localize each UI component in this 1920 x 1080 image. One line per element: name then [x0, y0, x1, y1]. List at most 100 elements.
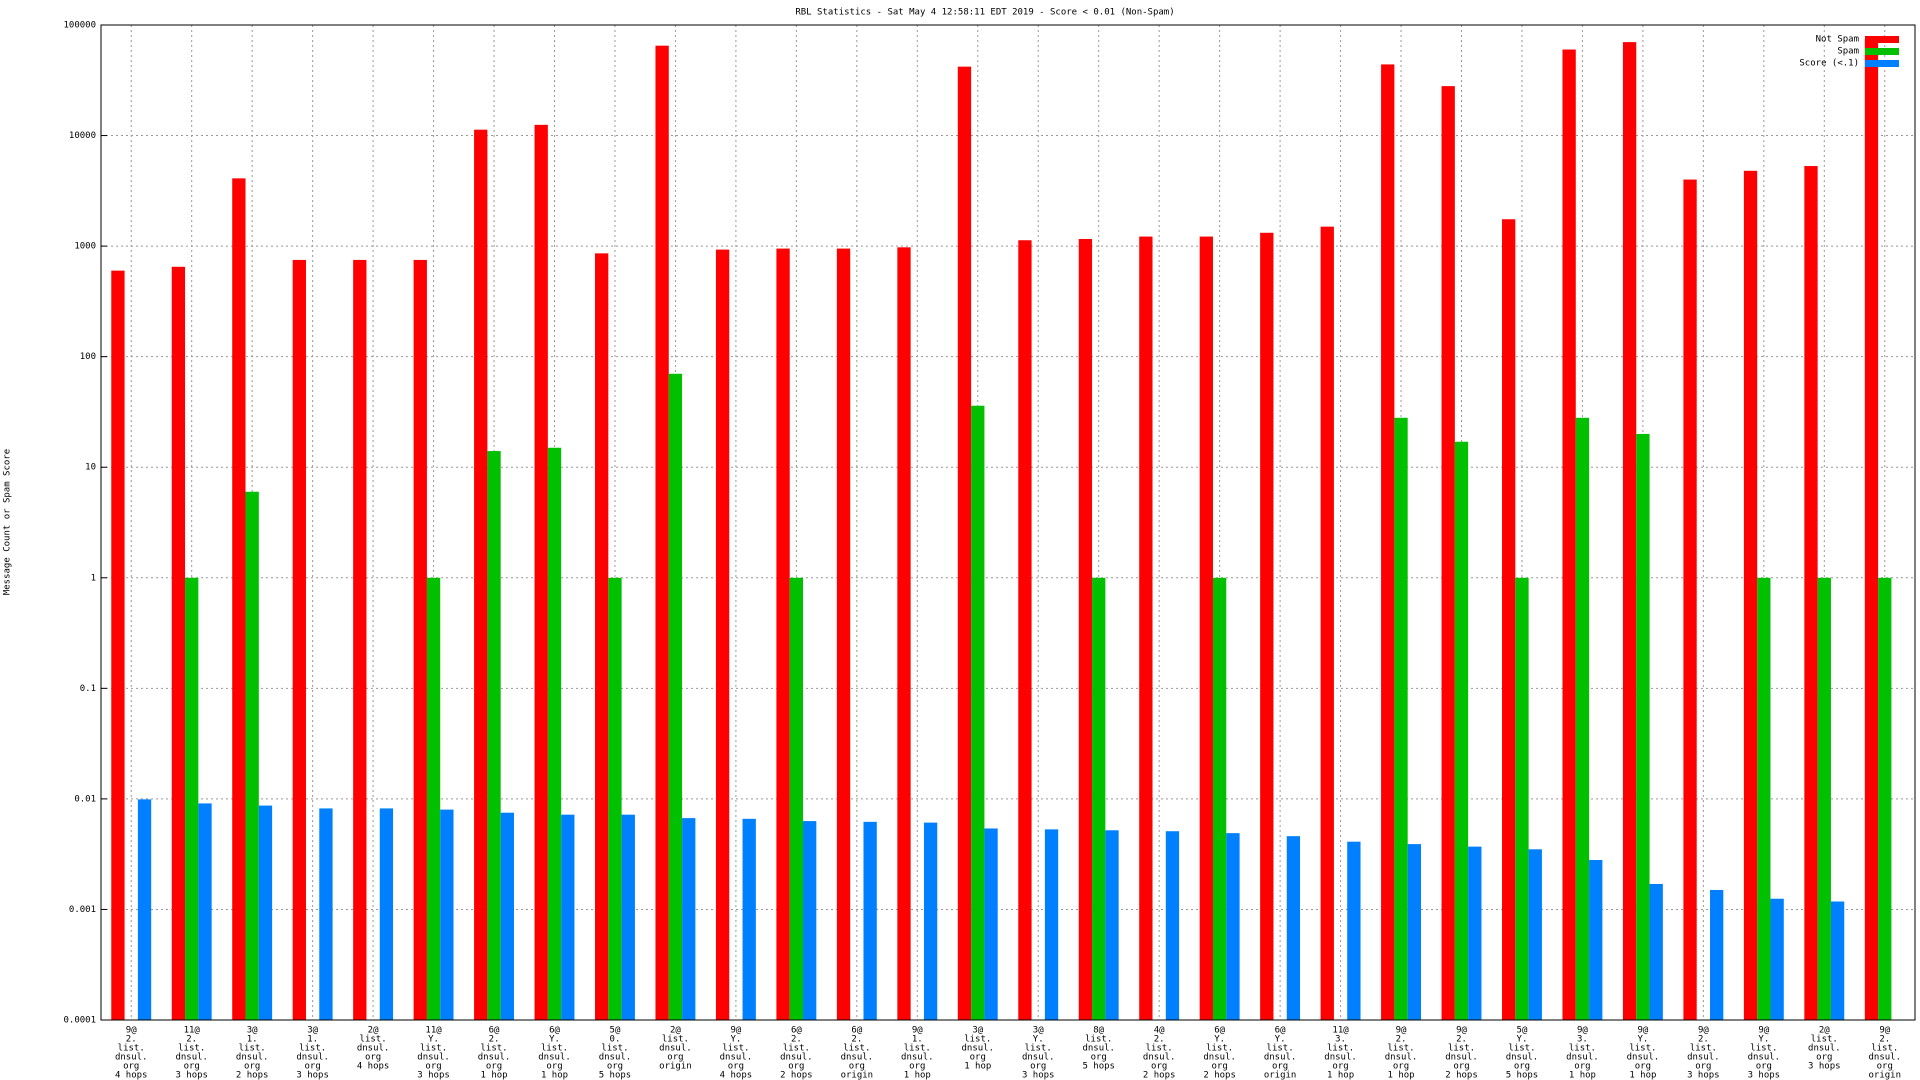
y-tick-label: 10000 — [69, 131, 96, 141]
x-tick-label: 4 hops — [357, 1062, 390, 1072]
x-tick-label: 5@ — [610, 1026, 621, 1036]
x-tick-label: list. — [239, 1044, 266, 1054]
x-tick-label: dnsul. — [1506, 1053, 1539, 1063]
bar — [1092, 577, 1106, 1020]
chart-title: RBL Statistics - Sat May 4 12:58:11 EDT … — [795, 8, 1174, 18]
bar — [1864, 39, 1879, 1021]
y-tick-label: 0.1 — [80, 684, 96, 694]
x-tick-label: 3@ — [972, 1026, 983, 1036]
bar — [474, 129, 488, 1020]
x-tick-label: 2. — [1396, 1035, 1407, 1045]
legend-swatch — [1865, 48, 1899, 55]
bar — [836, 248, 851, 1021]
x-tick-label: 1 hop — [1629, 1071, 1656, 1080]
x-tick-label: 9@ — [1698, 1026, 1709, 1036]
bar — [1683, 179, 1697, 1020]
x-tick-label: 2. — [791, 1035, 802, 1045]
x-tick-label: origin — [659, 1062, 692, 1072]
legend-label: Not Spam — [1816, 35, 1859, 45]
bar — [715, 249, 730, 1021]
x-tick-label: list. — [964, 1035, 991, 1045]
x-tick-label: 5 hops — [1082, 1062, 1115, 1072]
bar — [232, 178, 246, 1021]
x-tick-label: 6@ — [1214, 1026, 1225, 1036]
x-tick-label: dnsul. — [236, 1053, 269, 1063]
x-tick-label: org — [788, 1062, 804, 1072]
bar — [1286, 836, 1301, 1020]
bar — [1743, 170, 1758, 1020]
x-tick-label: dnsul. — [1808, 1044, 1841, 1054]
x-tick-label: 9@ — [126, 1026, 137, 1036]
bar — [1528, 849, 1542, 1020]
x-tick-label: org — [1877, 1062, 1893, 1072]
bar — [957, 66, 972, 1021]
x-tick-label: list. — [1327, 1044, 1354, 1054]
x-tick-label: org — [1695, 1062, 1711, 1072]
bar — [1468, 846, 1482, 1020]
x-tick-label: 2. — [1456, 1035, 1467, 1045]
x-tick-label: 1. — [307, 1035, 318, 1045]
x-tick-label: org — [1514, 1062, 1530, 1072]
x-tick-label: org — [1212, 1062, 1228, 1072]
bar — [1139, 236, 1153, 1021]
bar — [1347, 841, 1361, 1020]
bar — [668, 373, 683, 1020]
x-tick-label: Y. — [428, 1035, 439, 1045]
x-tick-label: Y. — [730, 1035, 741, 1045]
x-tick-label: 11@ — [1332, 1026, 1349, 1036]
plot-frame — [100, 24, 1916, 1021]
x-tick-label: 3@ — [1033, 1026, 1044, 1036]
bar — [426, 577, 441, 1020]
x-tick-label: 5 hops — [1506, 1071, 1539, 1080]
x-tick-label: org — [1332, 1062, 1348, 1072]
x-tick-label: 4 hops — [720, 1071, 753, 1080]
x-tick-label: list. — [299, 1044, 326, 1054]
bar — [1226, 833, 1240, 1020]
x-tick-label: org — [849, 1062, 865, 1072]
x-tick-label: list. — [1085, 1035, 1112, 1045]
bar — [171, 266, 186, 1021]
x-tick-label: list. — [1811, 1035, 1838, 1045]
bar — [353, 259, 367, 1020]
x-tick-label: 4@ — [1154, 1026, 1165, 1036]
x-tick-label: Y. — [1517, 1035, 1528, 1045]
legend-swatch — [1865, 60, 1899, 67]
y-tick-label: 100 — [80, 352, 96, 362]
x-tick-label: 3 hops — [296, 1071, 329, 1080]
x-tick-label: dnsul. — [1869, 1053, 1902, 1063]
bar — [1078, 238, 1093, 1020]
x-tick-label: list. — [1448, 1044, 1475, 1054]
x-tick-label: 1 hop — [1387, 1071, 1414, 1080]
x-tick-label: org — [123, 1062, 139, 1072]
bar — [1441, 86, 1455, 1020]
bar — [1878, 577, 1892, 1020]
x-tick-label: dnsul. — [901, 1053, 934, 1063]
bar — [1260, 232, 1274, 1020]
x-tick-label: org — [1756, 1062, 1772, 1072]
x-tick-label: dnsul. — [478, 1053, 511, 1063]
x-tick-label: Y. — [1637, 1035, 1648, 1045]
bar — [1710, 889, 1724, 1020]
bar — [1394, 417, 1408, 1021]
bar — [1804, 166, 1818, 1020]
x-tick-label: org — [546, 1062, 562, 1072]
bar — [111, 270, 125, 1021]
x-tick-label: 2 hops — [1203, 1071, 1236, 1080]
x-tick-label: list. — [1025, 1044, 1052, 1054]
x-tick-label: dnsul. — [115, 1053, 148, 1063]
x-tick-label: 1 hop — [1327, 1071, 1354, 1080]
bar — [1562, 49, 1576, 1020]
bar — [608, 577, 622, 1020]
x-tick-label: 2. — [1154, 1035, 1165, 1045]
bar — [971, 405, 985, 1021]
bar — [137, 799, 152, 1020]
bar — [1199, 236, 1213, 1021]
bar — [742, 818, 756, 1020]
x-tick-label: list. — [601, 1044, 628, 1054]
bar — [534, 124, 548, 1020]
x-tick-label: origin — [841, 1071, 874, 1080]
x-tick-label: list. — [178, 1044, 205, 1054]
x-tick-label: list. — [1750, 1044, 1777, 1054]
x-tick-label: list. — [1146, 1044, 1173, 1054]
